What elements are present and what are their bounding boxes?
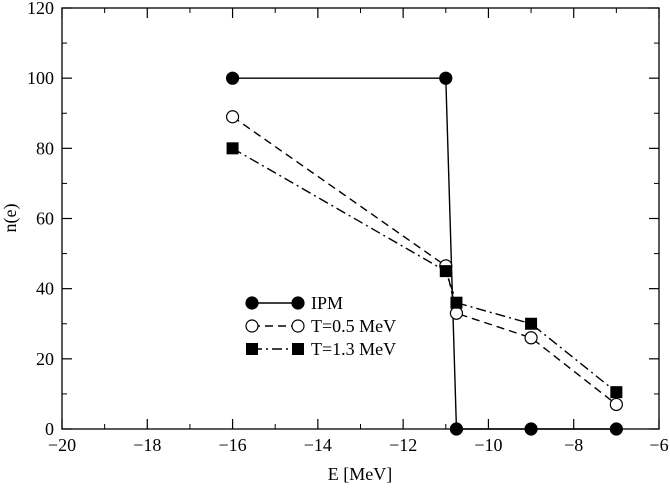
x-tick-label: −18 <box>133 435 161 455</box>
data-point <box>610 386 623 399</box>
legend: IPM T=0.5 MeV T=1.3 MeV <box>245 293 396 359</box>
legend-entry: T=0.5 MeV <box>245 316 396 336</box>
data-point <box>449 306 464 320</box>
x-tick-label: −20 <box>48 435 76 455</box>
legend-marker <box>291 319 305 333</box>
legend-marker <box>246 343 258 355</box>
data-point <box>609 397 623 412</box>
y-tick-label: 60 <box>36 209 54 229</box>
legend-marker <box>292 343 304 355</box>
series-3 <box>226 142 623 399</box>
data-point <box>525 317 538 330</box>
legend-marker <box>245 296 259 310</box>
x-tick-label: −8 <box>564 435 583 455</box>
data-point <box>449 422 464 436</box>
x-tick-label: −6 <box>649 435 668 455</box>
y-tick-label: 100 <box>27 68 54 88</box>
legend-marker <box>245 319 259 333</box>
data-point <box>226 142 239 155</box>
data-point <box>225 110 240 124</box>
series-layer <box>225 71 623 436</box>
x-tick-label: −16 <box>218 435 246 455</box>
data-point <box>450 296 463 309</box>
legend-label: T=1.3 MeV <box>311 339 396 359</box>
legend-label: T=0.5 MeV <box>311 316 396 336</box>
y-tick-label: 120 <box>27 0 54 18</box>
data-point <box>524 422 538 436</box>
legend-entry: IPM <box>245 293 343 313</box>
plot-frame <box>61 7 660 430</box>
x-axis-label: E [MeV] <box>328 464 392 484</box>
series-1 <box>225 71 623 436</box>
y-tick-label: 20 <box>36 349 54 369</box>
data-point <box>225 71 240 85</box>
legend-label: IPM <box>311 293 343 313</box>
x-tick-label: −14 <box>304 435 332 455</box>
plot-area <box>61 7 660 430</box>
series-line <box>232 147 617 393</box>
legend-marker <box>291 296 305 310</box>
series-line <box>232 116 617 405</box>
data-point <box>609 422 623 436</box>
y-tick-label: 80 <box>36 138 54 158</box>
x-axis-ticks: −20 −18 −16 −14 −12 −10 −8 −6 <box>48 8 669 455</box>
data-point <box>524 331 538 345</box>
y-tick-label: 40 <box>36 279 54 299</box>
x-tick-label: −12 <box>389 435 417 455</box>
data-point <box>439 265 452 278</box>
data-point <box>439 71 453 85</box>
y-tick-label: 0 <box>45 419 54 439</box>
x-tick-label: −10 <box>474 435 502 455</box>
series-line <box>232 77 617 430</box>
series-2 <box>225 110 623 412</box>
y-axis-label: n(e) <box>0 204 21 233</box>
y-axis-ticks: 0 20 40 60 80 100 120 <box>27 0 659 439</box>
legend-entry: T=1.3 MeV <box>246 339 396 359</box>
